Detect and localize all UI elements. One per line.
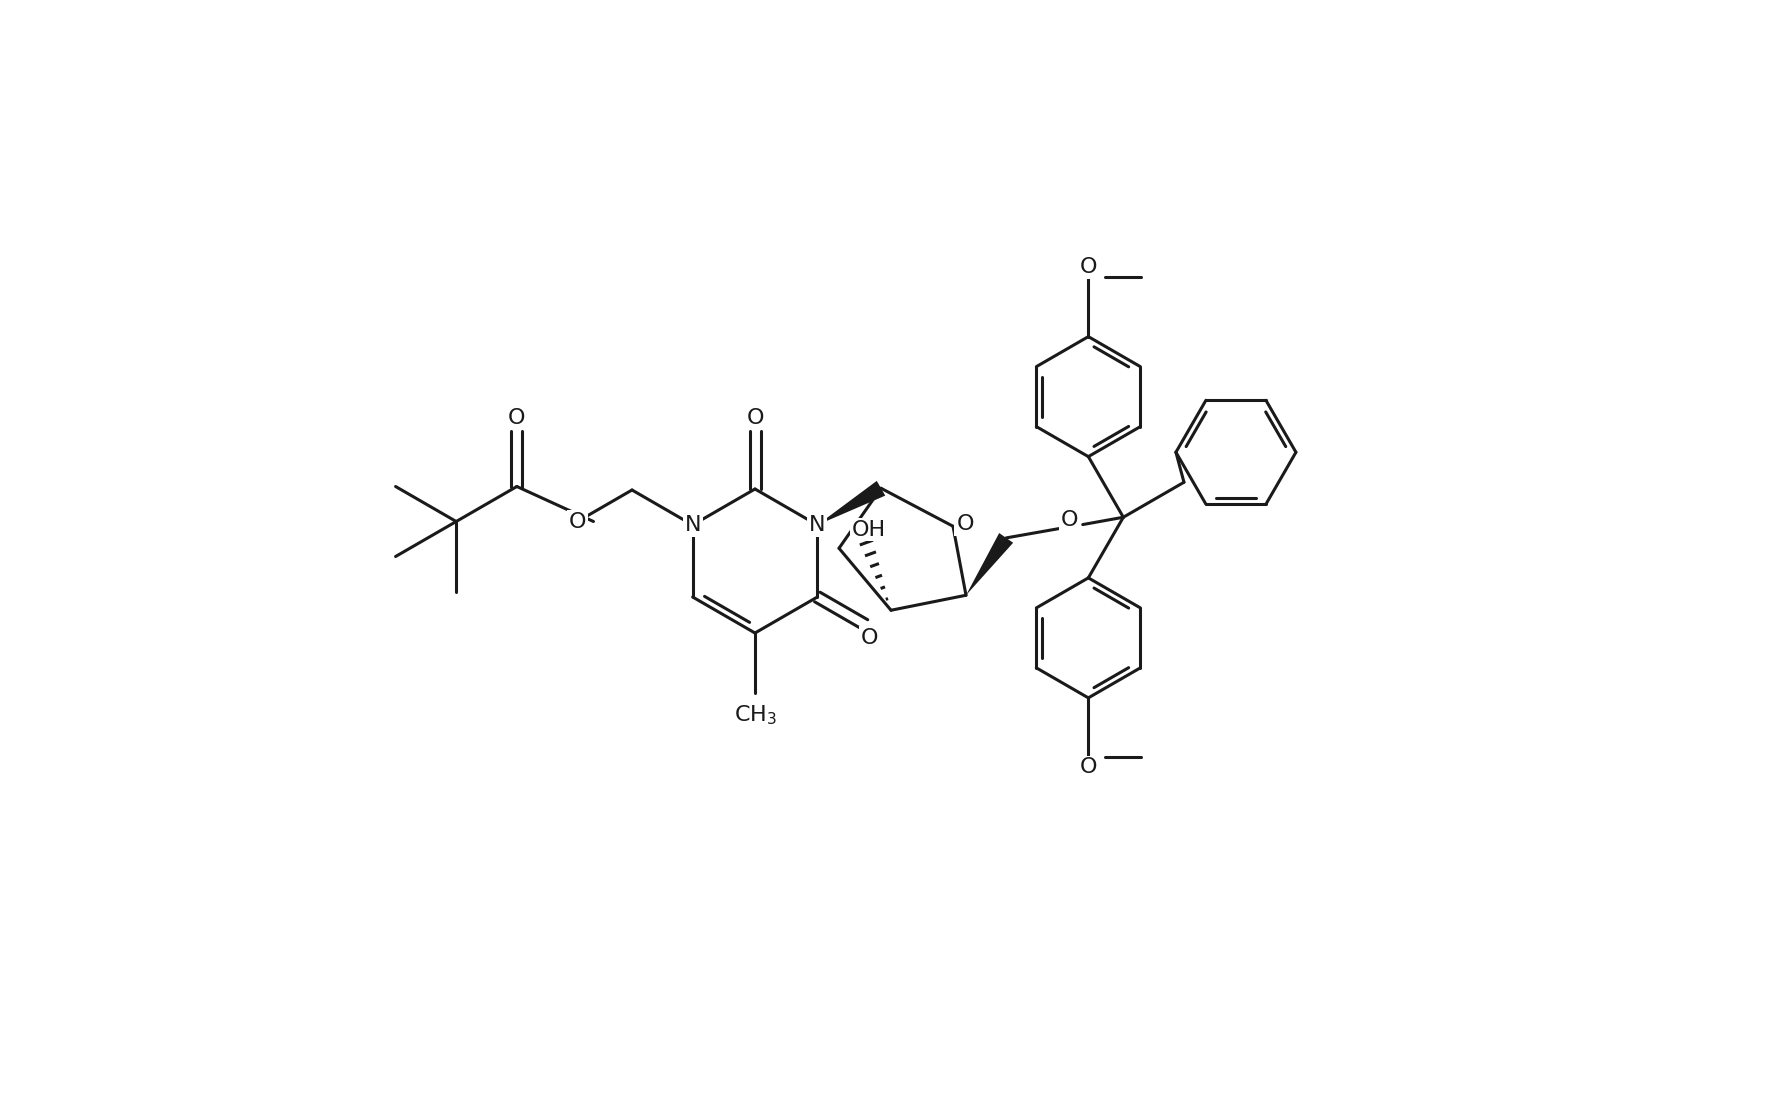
Text: O: O — [569, 511, 587, 531]
Text: O: O — [1080, 758, 1098, 778]
Text: O: O — [1080, 257, 1098, 277]
Text: CH$_3$: CH$_3$ — [733, 703, 776, 727]
Text: N: N — [685, 514, 701, 535]
Text: OH: OH — [852, 520, 886, 540]
Text: O: O — [509, 407, 525, 427]
Text: O: O — [1060, 510, 1078, 530]
Text: N: N — [809, 514, 825, 535]
Text: O: O — [861, 627, 879, 647]
Polygon shape — [966, 533, 1012, 595]
Text: O: O — [957, 514, 973, 535]
Text: O: O — [745, 408, 763, 429]
Polygon shape — [817, 481, 886, 525]
